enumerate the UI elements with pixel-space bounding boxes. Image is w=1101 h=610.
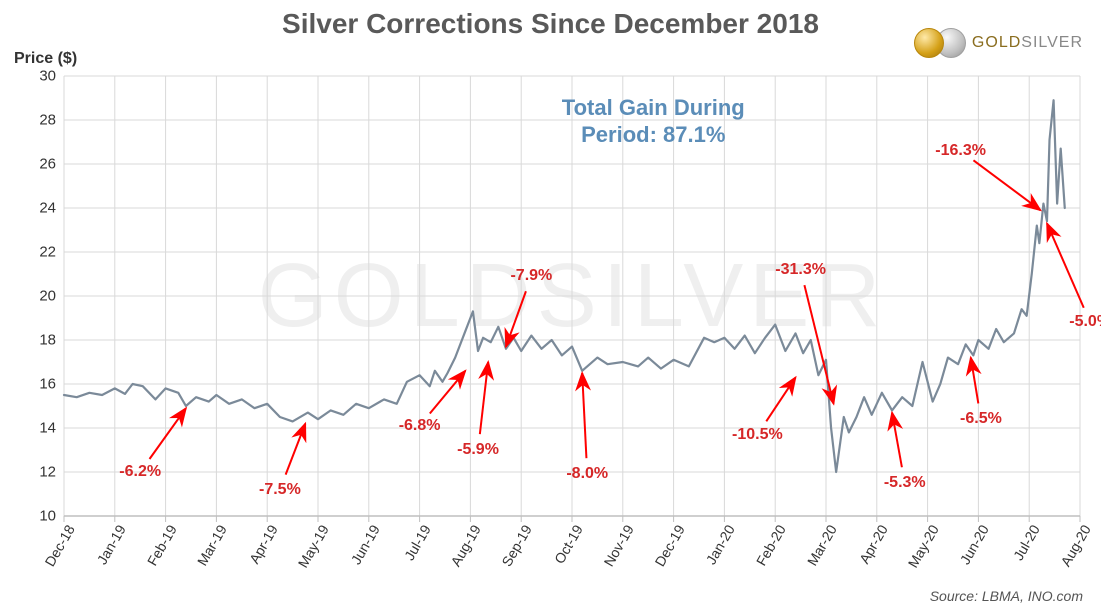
plot-area: GOLDSILVER 1012141618202224262830Dec-18J… bbox=[64, 76, 1080, 516]
x-tick-label: Jul-19 bbox=[401, 522, 434, 563]
y-tick-label: 12 bbox=[39, 464, 56, 481]
correction-label: -31.3% bbox=[775, 261, 826, 279]
x-tick-label: Jul-20 bbox=[1010, 522, 1043, 563]
correction-label: -6.2% bbox=[119, 463, 161, 481]
x-tick-label: Aug-20 bbox=[1057, 522, 1093, 569]
brand-logo: GOLDSILVER bbox=[914, 28, 1083, 58]
x-tick-label: Feb-20 bbox=[753, 522, 789, 568]
x-tick-label: Apr-19 bbox=[246, 522, 281, 566]
brand-coin-icons bbox=[914, 28, 966, 58]
brand-silver: SILVER bbox=[1021, 34, 1083, 51]
brand-gold: GOLD bbox=[972, 34, 1021, 51]
x-tick-label: Nov-19 bbox=[600, 522, 636, 569]
x-tick-label: May-19 bbox=[295, 522, 332, 570]
x-tick-label: Dec-19 bbox=[651, 522, 687, 569]
correction-label: -5.3% bbox=[884, 474, 926, 492]
y-tick-label: 10 bbox=[39, 508, 56, 525]
x-tick-label: Dec-18 bbox=[41, 522, 77, 569]
total-gain-label: Total Gain DuringPeriod: 87.1% bbox=[562, 94, 745, 149]
correction-label: -6.5% bbox=[960, 410, 1002, 428]
x-tick-label: Oct-19 bbox=[551, 522, 586, 566]
y-tick-label: 24 bbox=[39, 200, 56, 217]
y-tick-label: 26 bbox=[39, 156, 56, 173]
y-tick-label: 20 bbox=[39, 288, 56, 305]
x-tick-label: Mar-20 bbox=[804, 522, 840, 568]
gold-coin-icon bbox=[914, 28, 944, 58]
y-tick-label: 28 bbox=[39, 112, 56, 129]
x-tick-label: Jun-20 bbox=[957, 522, 992, 567]
x-tick-label: Feb-19 bbox=[143, 522, 179, 568]
x-tick-label: Mar-19 bbox=[194, 522, 230, 568]
y-tick-label: 30 bbox=[39, 68, 56, 85]
source-text: Source: LBMA, INO.com bbox=[930, 588, 1083, 604]
y-tick-label: 18 bbox=[39, 332, 56, 349]
x-tick-label: Sep-19 bbox=[499, 522, 535, 569]
x-tick-label: Aug-19 bbox=[448, 522, 484, 569]
y-tick-label: 16 bbox=[39, 376, 56, 393]
correction-label: -7.5% bbox=[259, 481, 301, 499]
x-tick-label: May-20 bbox=[904, 522, 941, 570]
correction-label: -8.0% bbox=[566, 465, 608, 483]
x-tick-label: Jan-20 bbox=[703, 522, 738, 567]
y-axis-label: Price ($) bbox=[14, 50, 77, 68]
correction-label: -6.8% bbox=[399, 417, 441, 435]
correction-label: -7.9% bbox=[510, 267, 552, 285]
correction-label: -5.9% bbox=[457, 441, 499, 459]
brand-text: GOLDSILVER bbox=[972, 34, 1083, 52]
x-tick-label: Jun-19 bbox=[347, 522, 382, 567]
x-tick-label: Apr-20 bbox=[856, 522, 891, 566]
x-tick-label: Jan-19 bbox=[93, 522, 128, 567]
correction-label: -10.5% bbox=[732, 426, 783, 444]
correction-label: -5.0% bbox=[1069, 313, 1101, 331]
correction-label: -16.3% bbox=[935, 142, 986, 160]
y-tick-label: 22 bbox=[39, 244, 56, 261]
y-tick-label: 14 bbox=[39, 420, 56, 437]
